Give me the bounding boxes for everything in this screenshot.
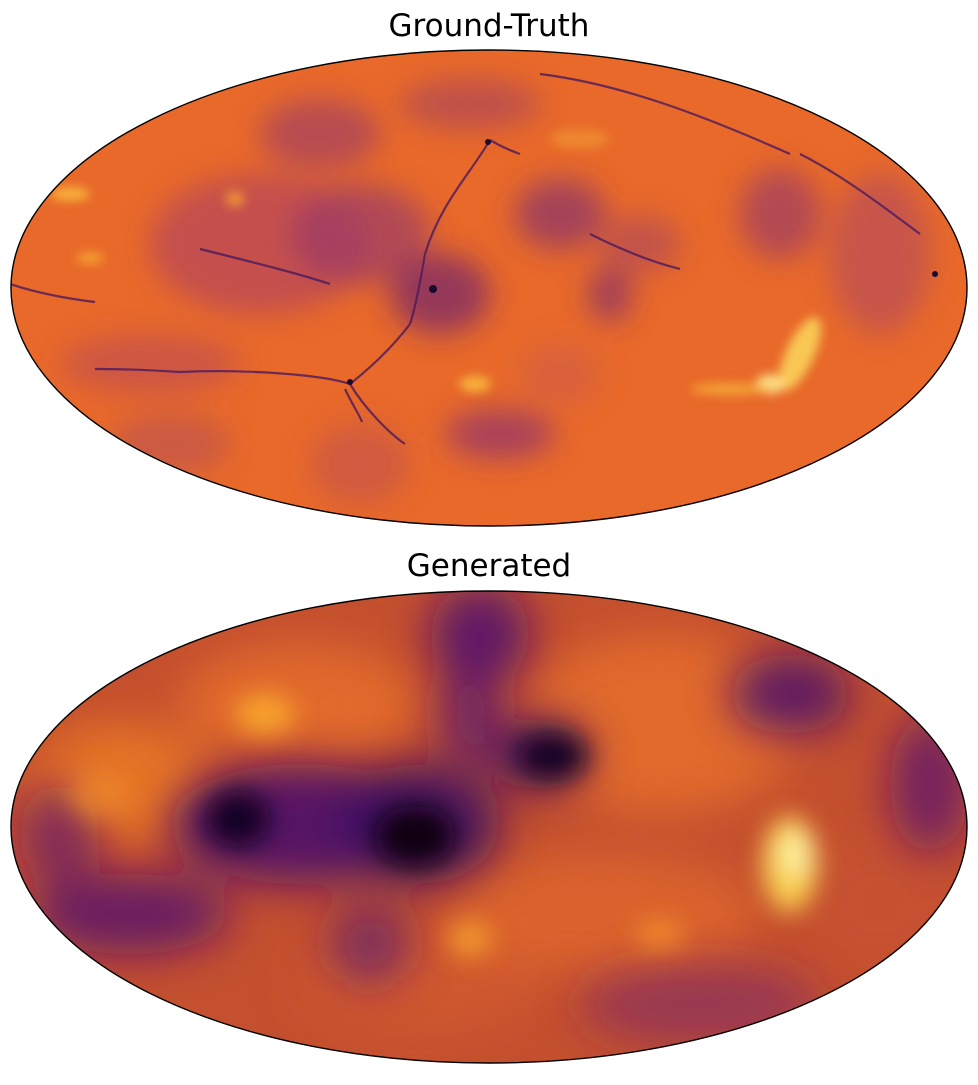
generated-title: Generated [406, 548, 572, 584]
ground-truth-dark-spots [347, 139, 938, 385]
ground-truth-filaments [11, 72, 921, 445]
ground-truth-outline [10, 49, 968, 527]
ground-truth-title: Ground-Truth [388, 8, 590, 44]
ground-truth-map [10, 49, 968, 527]
generated-map [10, 590, 968, 1064]
generated-sky-field [11, 591, 967, 1063]
generated-outline [10, 590, 968, 1064]
ground-truth-sky-field [11, 50, 967, 526]
